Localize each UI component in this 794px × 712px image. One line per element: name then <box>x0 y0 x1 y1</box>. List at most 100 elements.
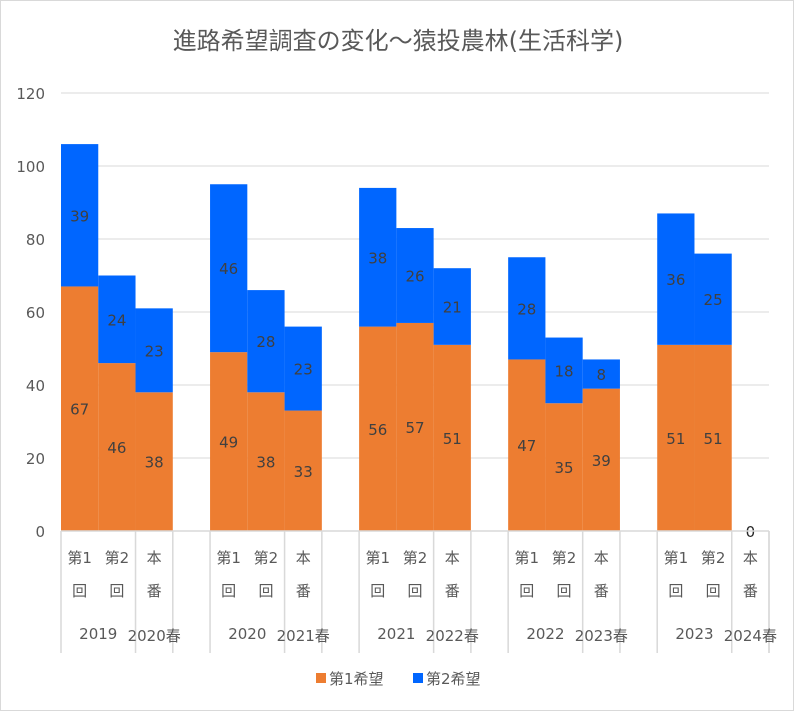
data-label: 51 <box>704 430 723 448</box>
bar-second-choice <box>508 257 546 360</box>
data-label: 21 <box>443 299 462 317</box>
category-label: 第1 <box>664 549 689 567</box>
y-tick-label: 120 <box>16 85 45 103</box>
data-label: 23 <box>294 361 313 379</box>
y-tick-label: 60 <box>26 304 45 322</box>
category-label: 回 <box>407 582 422 600</box>
spring-label: 2021春 <box>277 627 330 645</box>
category-label: 第2 <box>254 549 279 567</box>
bar-second-choice <box>433 268 471 345</box>
data-label: 49 <box>219 434 238 452</box>
data-label: 39 <box>592 452 611 470</box>
category-label: 回 <box>258 582 273 600</box>
y-tick-label: 100 <box>16 158 45 176</box>
data-label: 56 <box>368 421 387 439</box>
bar-first-choice <box>61 286 99 531</box>
spring-label: 2022春 <box>426 627 479 645</box>
category-label: 回 <box>72 582 87 600</box>
year-label: 2019 <box>79 625 117 643</box>
category-label: 第2 <box>403 549 428 567</box>
data-label: 35 <box>555 459 574 477</box>
category-label: 第1 <box>515 549 540 567</box>
data-label-zero: 0 <box>746 523 756 541</box>
data-label: 67 <box>70 401 89 419</box>
data-label: 38 <box>368 249 387 267</box>
year-label: 2021 <box>377 625 415 643</box>
bar-second-choice <box>61 144 99 287</box>
category-label: 本 <box>743 549 758 567</box>
category-label: 第1 <box>216 549 241 567</box>
category-label: 回 <box>557 582 572 600</box>
bar-second-choice <box>284 326 322 411</box>
bar-first-choice <box>98 363 136 531</box>
bar-first-choice <box>247 392 285 531</box>
bar-first-choice <box>210 352 248 531</box>
bar-second-choice <box>359 187 397 327</box>
legend-label: 第2希望 <box>426 670 481 688</box>
spring-label: 2023春 <box>575 627 628 645</box>
category-label: 回 <box>706 582 721 600</box>
bar-second-choice <box>135 308 173 393</box>
data-label: 23 <box>145 342 164 360</box>
category-label: 第1 <box>365 549 390 567</box>
data-label: 51 <box>666 430 685 448</box>
category-label: 回 <box>109 582 124 600</box>
category-label: 回 <box>668 582 683 600</box>
category-label: 本 <box>445 549 460 567</box>
category-label: 番 <box>743 582 758 600</box>
data-label: 38 <box>256 454 275 472</box>
category-label: 本 <box>147 549 162 567</box>
bar-second-choice <box>657 213 695 345</box>
bar-first-choice <box>508 359 546 531</box>
bar-second-choice <box>545 337 583 404</box>
bar-second-choice <box>98 275 136 364</box>
bar-first-choice <box>135 392 173 531</box>
bar-first-choice <box>433 344 471 531</box>
bar-second-choice <box>247 290 285 393</box>
category-label: 番 <box>594 582 609 600</box>
bar-first-choice <box>284 410 322 531</box>
data-label: 26 <box>405 268 424 286</box>
y-tick-label: 40 <box>26 377 45 395</box>
spring-label: 2024春 <box>724 627 777 645</box>
legend-label: 第1希望 <box>329 670 384 688</box>
category-label: 第2 <box>105 549 130 567</box>
y-tick-label: 80 <box>26 231 45 249</box>
category-label: 本 <box>296 549 311 567</box>
year-label: 2020 <box>228 625 266 643</box>
legend-swatch-2 <box>413 673 423 683</box>
bar-first-choice <box>582 388 620 531</box>
bar-first-choice <box>396 322 434 531</box>
data-label: 38 <box>145 454 164 472</box>
data-label: 25 <box>704 291 723 309</box>
data-label: 28 <box>256 333 275 351</box>
bar-second-choice <box>694 253 732 345</box>
data-label: 24 <box>107 311 126 329</box>
bar-second-choice <box>582 359 620 389</box>
y-tick-label: 0 <box>35 523 45 541</box>
category-label: 第2 <box>552 549 577 567</box>
category-label: 回 <box>519 582 534 600</box>
bar-first-choice <box>545 403 583 531</box>
year-label: 2022 <box>526 625 564 643</box>
bar-first-choice <box>694 344 732 531</box>
chart-title: 進路希望調査の変化〜猿投農林(生活科学) <box>173 27 624 55</box>
category-label: 番 <box>445 582 460 600</box>
data-label: 51 <box>443 430 462 448</box>
data-label: 39 <box>70 207 89 225</box>
category-label: 回 <box>221 582 236 600</box>
category-label: 番 <box>296 582 311 600</box>
data-label: 33 <box>294 463 313 481</box>
data-label: 57 <box>405 419 424 437</box>
data-label: 47 <box>517 437 536 455</box>
y-tick-label: 20 <box>26 450 45 468</box>
bar-first-choice <box>657 344 695 531</box>
category-label: 第2 <box>701 549 726 567</box>
year-label: 2023 <box>675 625 713 643</box>
data-label: 28 <box>517 300 536 318</box>
category-label: 番 <box>147 582 162 600</box>
category-label: 本 <box>594 549 609 567</box>
category-label: 回 <box>370 582 385 600</box>
